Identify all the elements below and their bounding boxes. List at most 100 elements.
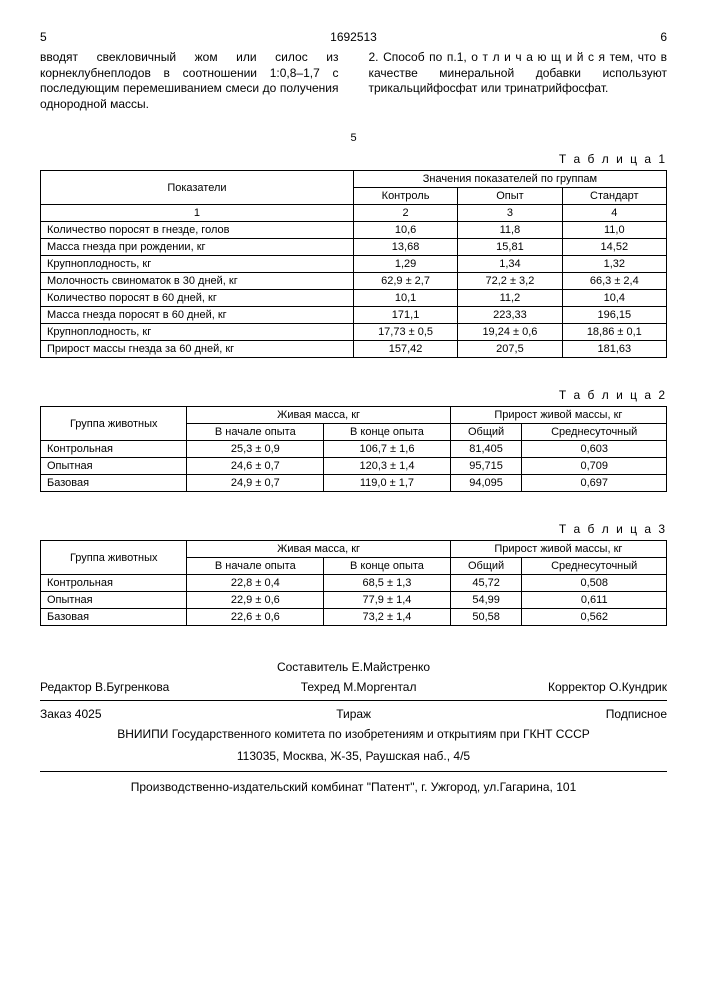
t1-col1: Контроль <box>353 188 457 205</box>
table-cell: Молочность свиноматок в 30 дней, кг <box>41 273 354 290</box>
page-left: 5 <box>40 30 47 44</box>
table-cell: Количество поросят в гнезде, голов <box>41 222 354 239</box>
table-cell: 0,611 <box>522 592 667 609</box>
table-cell: 68,5 ± 1,3 <box>324 575 451 592</box>
table-cell: 157,42 <box>353 341 457 358</box>
table-cell: 19,24 ± 0,6 <box>458 324 562 341</box>
table-cell: 207,5 <box>458 341 562 358</box>
t1-col3: Стандарт <box>562 188 666 205</box>
t2-s3: Среднесуточный <box>522 424 667 441</box>
t3-s3: Среднесуточный <box>522 558 667 575</box>
table3-label: Т а б л и ц а 3 <box>40 522 667 536</box>
t3-s0: В начале опыта <box>187 558 324 575</box>
table-cell: 50,58 <box>450 609 522 626</box>
table-cell: 73,2 ± 1,4 <box>324 609 451 626</box>
t1-num3: 4 <box>562 205 666 222</box>
table-cell: 119,0 ± 1,7 <box>324 475 451 492</box>
t2-s1: В конце опыта <box>324 424 451 441</box>
table-cell: 95,715 <box>450 458 522 475</box>
table-cell: 1,34 <box>458 256 562 273</box>
t1-col2: Опыт <box>458 188 562 205</box>
table1: Показатели Значения показателей по групп… <box>40 170 667 358</box>
mid-num: 5 <box>40 132 667 144</box>
table-cell: 1,29 <box>353 256 457 273</box>
table-cell: 0,709 <box>522 458 667 475</box>
table-cell: 77,9 ± 1,4 <box>324 592 451 609</box>
circulation: Тираж <box>336 707 371 721</box>
t2-s0: В начале опыта <box>187 424 324 441</box>
table-cell: Базовая <box>41 609 187 626</box>
compiler: Составитель Е.Майстренко <box>40 656 667 678</box>
table-cell: Количество поросят в 60 дней, кг <box>41 290 354 307</box>
publisher: Производственно-издательский комбинат "П… <box>40 776 667 798</box>
t3-h3: Прирост живой массы, кг <box>450 541 666 558</box>
t2-h3: Прирост живой массы, кг <box>450 407 666 424</box>
table1-label: Т а б л и ц а 1 <box>40 152 667 166</box>
left-paragraph: вводят свекловичный жом или силос из кор… <box>40 50 339 112</box>
order: Заказ 4025 <box>40 707 102 721</box>
table-cell: 10,1 <box>353 290 457 307</box>
tech: Техред М.Моргентал <box>301 680 417 694</box>
table-cell: 1,32 <box>562 256 666 273</box>
table-cell: 24,6 ± 0,7 <box>187 458 324 475</box>
t1-num1: 2 <box>353 205 457 222</box>
table-cell: 14,52 <box>562 239 666 256</box>
t3-s1: В конце опыта <box>324 558 451 575</box>
table-cell: 0,562 <box>522 609 667 626</box>
table-cell: 45,72 <box>450 575 522 592</box>
table-cell: 10,6 <box>353 222 457 239</box>
table-cell: Базовая <box>41 475 187 492</box>
right-paragraph: 2. Способ по п.1, о т л и ч а ю щ и й с … <box>369 50 668 112</box>
table-cell: 22,6 ± 0,6 <box>187 609 324 626</box>
table-cell: 22,8 ± 0,4 <box>187 575 324 592</box>
table-cell: 81,405 <box>450 441 522 458</box>
table-cell: Прирост массы гнезда за 60 дней, кг <box>41 341 354 358</box>
t1-h1: Показатели <box>41 171 354 205</box>
t2-s2: Общий <box>450 424 522 441</box>
table-cell: 13,68 <box>353 239 457 256</box>
t3-h1: Группа животных <box>41 541 187 575</box>
table-cell: 54,99 <box>450 592 522 609</box>
corrector: Корректор О.Кундрик <box>548 680 667 694</box>
table-cell: 25,3 ± 0,9 <box>187 441 324 458</box>
t2-h2: Живая масса, кг <box>187 407 450 424</box>
table-cell: 72,2 ± 3,2 <box>458 273 562 290</box>
table3: Группа животных Живая масса, кг Прирост … <box>40 540 667 626</box>
table-cell: Опытная <box>41 592 187 609</box>
table-cell: 22,9 ± 0,6 <box>187 592 324 609</box>
table2: Группа животных Живая масса, кг Прирост … <box>40 406 667 492</box>
page-right: 6 <box>660 30 667 44</box>
table-cell: 0,508 <box>522 575 667 592</box>
table-cell: 11,0 <box>562 222 666 239</box>
doc-id: 1692513 <box>330 30 377 44</box>
table-cell: Масса гнезда при рождении, кг <box>41 239 354 256</box>
table-cell: 10,4 <box>562 290 666 307</box>
table-cell: 120,3 ± 1,4 <box>324 458 451 475</box>
footer-block: Составитель Е.Майстренко Редактор В.Бугр… <box>40 656 667 798</box>
editor: Редактор В.Бугренкова <box>40 680 169 694</box>
table-cell: 106,7 ± 1,6 <box>324 441 451 458</box>
table-cell: Контрольная <box>41 441 187 458</box>
table-cell: 171,1 <box>353 307 457 324</box>
org: ВНИИПИ Государственного комитета по изоб… <box>40 723 667 745</box>
table-cell: 11,2 <box>458 290 562 307</box>
body-columns: вводят свекловичный жом или силос из кор… <box>40 50 667 112</box>
table-cell: Масса гнезда поросят в 60 дней, кг <box>41 307 354 324</box>
table-cell: 196,15 <box>562 307 666 324</box>
subscribe: Подписное <box>606 707 667 721</box>
table-cell: 18,86 ± 0,1 <box>562 324 666 341</box>
table-cell: 0,697 <box>522 475 667 492</box>
address: 113035, Москва, Ж-35, Раушская наб., 4/5 <box>40 745 667 767</box>
table-cell: 94,095 <box>450 475 522 492</box>
table-cell: 223,33 <box>458 307 562 324</box>
table-cell: 181,63 <box>562 341 666 358</box>
header-row: 5 1692513 6 <box>40 30 667 44</box>
t1-num0: 1 <box>41 205 354 222</box>
table2-label: Т а б л и ц а 2 <box>40 388 667 402</box>
table-cell: Крупноплодность, кг <box>41 324 354 341</box>
t3-h2: Живая масса, кг <box>187 541 450 558</box>
table-cell: Опытная <box>41 458 187 475</box>
t1-num2: 3 <box>458 205 562 222</box>
t3-s2: Общий <box>450 558 522 575</box>
table-cell: 11,8 <box>458 222 562 239</box>
